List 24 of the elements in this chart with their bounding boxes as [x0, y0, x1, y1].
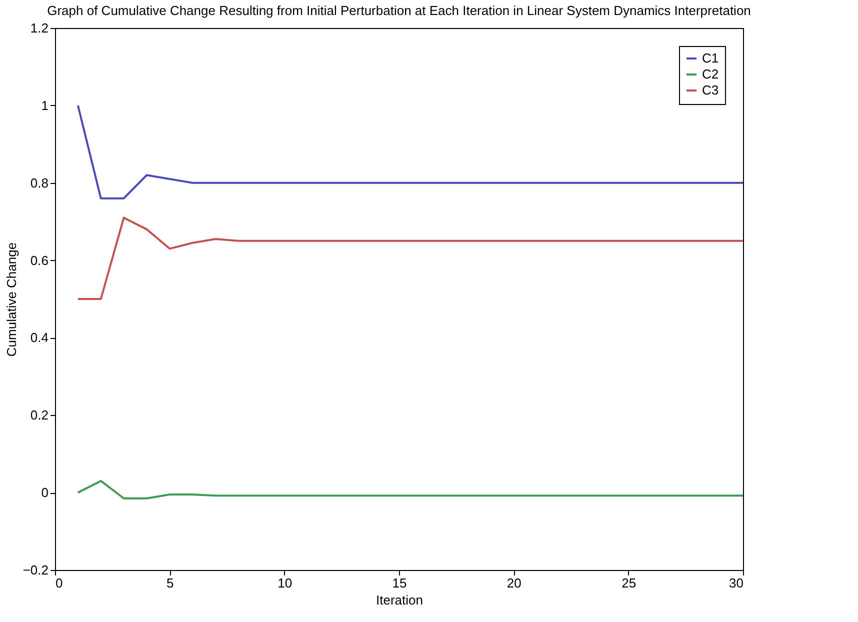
- x-tick-label: 5: [166, 576, 174, 590]
- y-tick-label: 0.6: [30, 252, 48, 268]
- y-tick-label: 0: [41, 485, 48, 500]
- y-tick-label: 1.2: [30, 20, 48, 36]
- legend-label: C1: [702, 50, 719, 66]
- y-tick-label: 0.8: [30, 175, 48, 190]
- x-tick-label: 0: [56, 576, 63, 590]
- x-tick-label: 20: [506, 576, 522, 590]
- y-tick-label: 1: [41, 98, 48, 113]
- y-tick-label: 0.4: [30, 330, 48, 346]
- x-tick-label: 10: [278, 576, 292, 590]
- chart-title: Graph of Cumulative Change Resulting from Initial Perturbation at Each Iteration in Linear System Dynamics Interpretation: [47, 3, 751, 18]
- legend-label: C2: [702, 66, 719, 82]
- y-tick-label: 0.2: [30, 408, 48, 423]
- y-tick-label: −0.2: [22, 562, 48, 578]
- x-axis-title: Iteration: [376, 592, 423, 608]
- line-series: [76, 104, 744, 200]
- y-axis-title: Cumulative Change: [4, 242, 19, 357]
- line-series: [76, 216, 744, 300]
- line-series: [76, 480, 744, 500]
- x-tick-label: 30: [729, 576, 744, 590]
- legend-label: C3: [702, 82, 719, 98]
- x-tick-label: 15: [392, 576, 407, 590]
- x-tick-label: 25: [622, 576, 636, 590]
